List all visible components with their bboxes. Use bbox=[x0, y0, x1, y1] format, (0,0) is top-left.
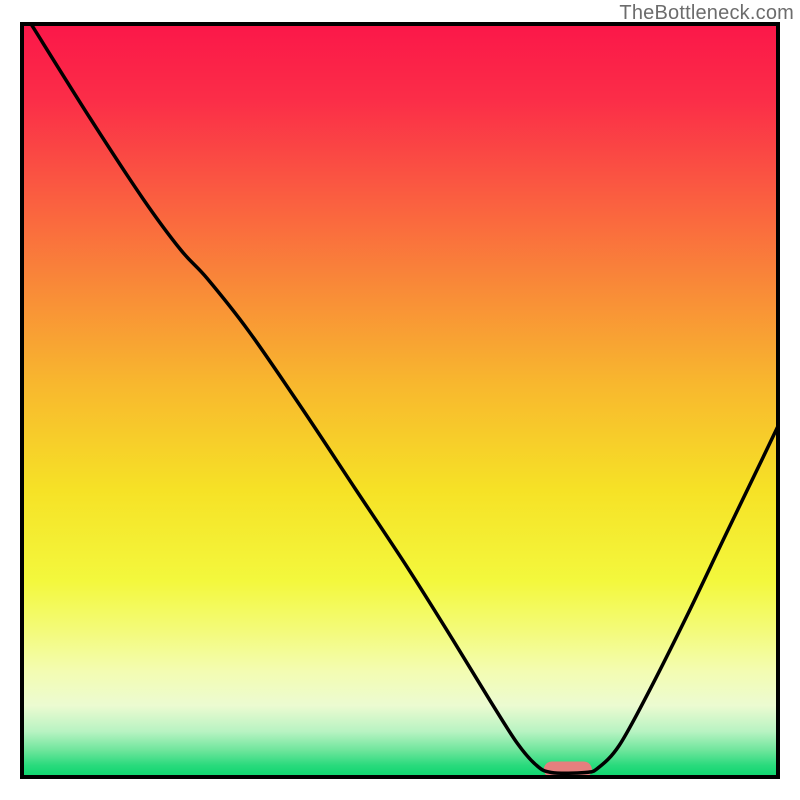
bottleneck-curve-chart bbox=[0, 0, 800, 800]
watermark-label: TheBottleneck.com bbox=[619, 2, 794, 25]
chart-container: TheBottleneck.com bbox=[0, 0, 800, 800]
